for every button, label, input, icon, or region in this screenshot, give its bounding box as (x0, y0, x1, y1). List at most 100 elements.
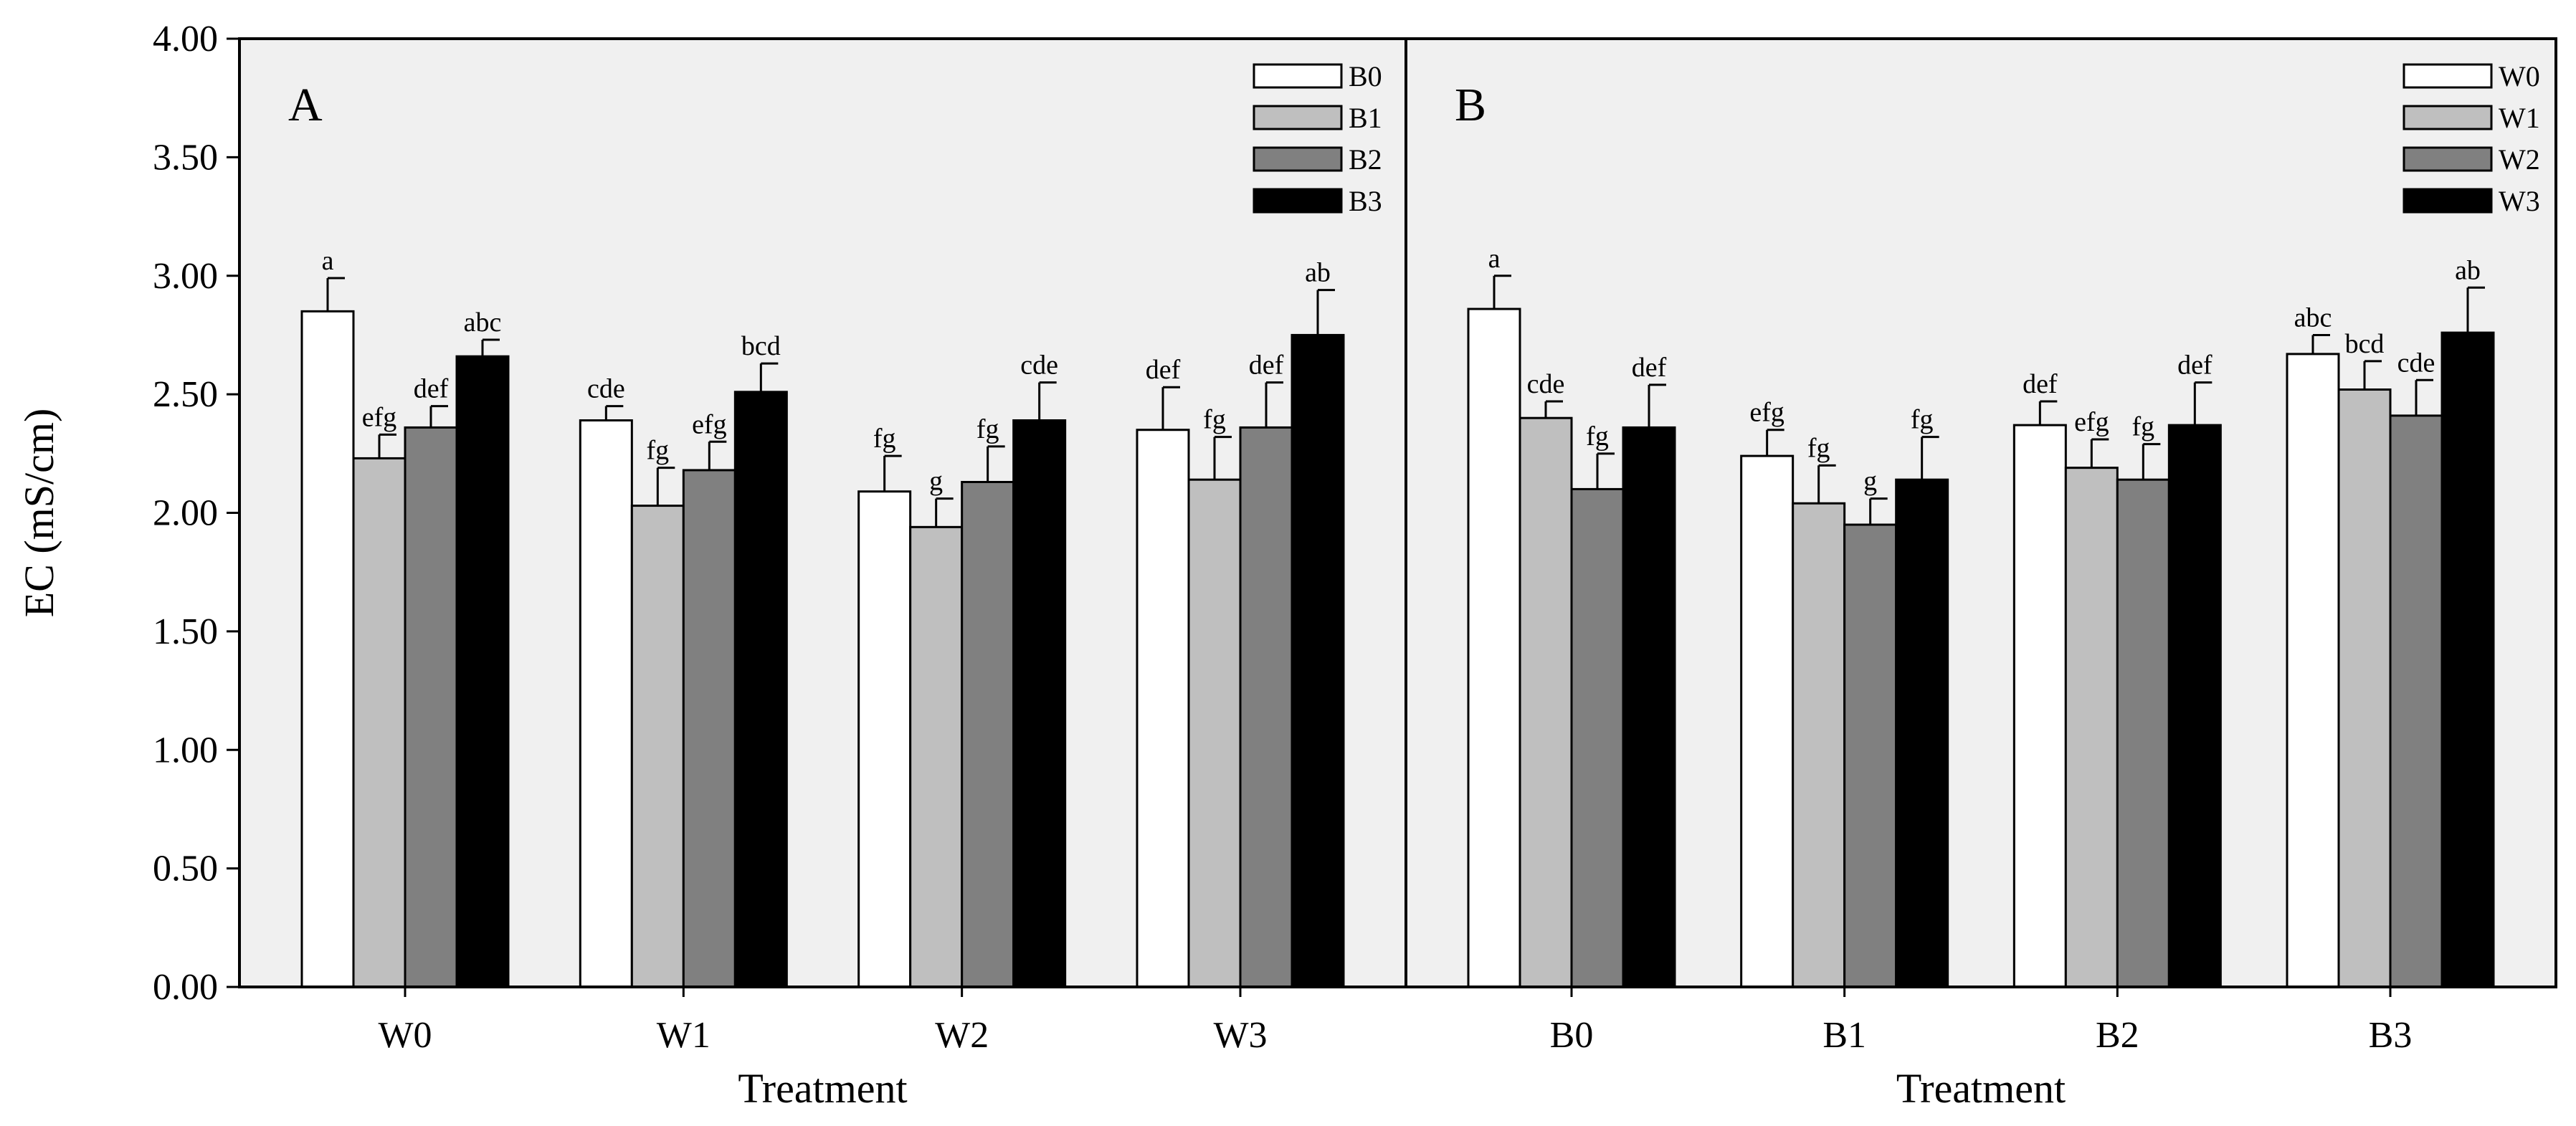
significance-label: def (2023, 369, 2058, 399)
x-tick-label: W0 (378, 1015, 432, 1056)
bar-b3-w0 (455, 355, 510, 988)
x-tick-label: W3 (1213, 1015, 1267, 1056)
significance-label: cde (1020, 350, 1058, 381)
bar-w1-b0 (1518, 416, 1573, 988)
legend-label: B2 (1349, 143, 1382, 176)
significance-label: efg (692, 409, 727, 439)
bar-w3-b3 (2440, 331, 2495, 988)
x-tick-label: B1 (1822, 1015, 1866, 1056)
significance-label: def (1249, 350, 1284, 381)
y-tick-label: 2.00 (153, 493, 218, 534)
y-tick-label: 2.50 (153, 374, 218, 415)
legend-label: W2 (2499, 143, 2540, 176)
bar-w0-b2 (2012, 424, 2067, 988)
significance-label: cde (2397, 348, 2435, 378)
bar-w3-b2 (2167, 424, 2222, 988)
plot-frame (1405, 37, 2557, 988)
y-tick-label: 0.50 (153, 849, 218, 889)
legend-label: B0 (1349, 60, 1382, 92)
significance-label: a (1488, 244, 1501, 274)
significance-label: fg (647, 436, 670, 466)
x-tick-label: W1 (657, 1015, 710, 1056)
bar-w0-b3 (2286, 353, 2340, 988)
bar-b2-w0 (404, 426, 458, 988)
panel-letter: B (1455, 79, 1486, 131)
bar-b0-w3 (1136, 429, 1190, 988)
legend: B0 B1 B2 B3 (1253, 60, 1382, 217)
significance-label: bcd (741, 331, 781, 361)
x-tick-label: B3 (2369, 1015, 2413, 1056)
bar-b1-w0 (352, 457, 407, 988)
bar-w0-b1 (1740, 454, 1795, 988)
bar-w2-b3 (2389, 414, 2443, 988)
legend-label: B3 (1349, 185, 1382, 217)
bar-b2-w1 (682, 469, 736, 988)
legend-swatch-b3 (1253, 188, 1343, 214)
bar-w1-b2 (2064, 467, 2119, 988)
significance-label: fg (976, 414, 999, 444)
legend-swatch-w3 (2402, 188, 2493, 214)
bar-w2-b2 (2116, 478, 2170, 988)
bar-b3-w1 (733, 391, 788, 988)
legend-swatch-b1 (1253, 105, 1343, 130)
y-tick-label: 3.50 (153, 137, 218, 178)
significance-label: abc (2294, 302, 2332, 333)
bar-w3-b1 (1895, 478, 1949, 988)
bar-b1-w2 (909, 525, 964, 988)
bar-b1-w1 (630, 505, 685, 988)
significance-label: fg (2132, 412, 2155, 442)
y-axis-title: EC (mS/cm) (16, 409, 62, 618)
significance-label: a (322, 246, 334, 276)
bar-b0-w1 (579, 419, 633, 988)
significance-label: bcd (2345, 329, 2385, 359)
significance-label: ab (1305, 258, 1331, 288)
significance-label: g (1863, 467, 1877, 497)
bar-w3-b0 (1622, 426, 1676, 988)
bar-b3-w3 (1291, 333, 1345, 988)
legend-swatch-w0 (2402, 63, 2493, 89)
bar-b0-w0 (300, 310, 355, 988)
panel-letter: A (288, 79, 323, 131)
significance-label: cde (1527, 369, 1565, 399)
legend-label: W3 (2499, 185, 2540, 217)
y-tick-label: 1.50 (153, 611, 218, 652)
legend-swatch-w2 (2402, 146, 2493, 172)
significance-label: fg (1807, 433, 1830, 463)
significance-label: ab (2455, 255, 2481, 285)
legend-swatch-b2 (1253, 146, 1343, 172)
legend: W0 W1 W2 W3 (2402, 60, 2540, 217)
x-axis-title: Treatment (1896, 1065, 2066, 1112)
significance-label: g (929, 467, 943, 497)
legend-label: W0 (2499, 60, 2540, 92)
chart-root: 0.00 0.50 1.00 1.50 2.00 2.50 3.00 3.50 4.00 EC (… (16, 19, 2557, 1112)
y-tick-label: 4.00 (153, 19, 218, 59)
panel-a: 0.00 0.50 1.00 1.50 2.00 2.50 3.00 3.50 4.00 EC (… (16, 19, 1407, 1112)
x-tick-label: B0 (1550, 1015, 1594, 1056)
y-tick-label: 0.00 (153, 967, 218, 1008)
significance-label: def (2177, 350, 2213, 381)
legend-label: W1 (2499, 102, 2540, 134)
significance-label: efg (2074, 407, 2109, 437)
bar-w1-b3 (2337, 388, 2392, 988)
legend-swatch-b0 (1253, 63, 1343, 89)
significance-label: def (1632, 353, 1667, 383)
significance-label: fg (1911, 405, 1934, 435)
bar-w1-b1 (1792, 502, 1846, 988)
bar-b3-w2 (1012, 419, 1067, 988)
bar-w0-b0 (1467, 307, 1521, 988)
significance-label: efg (362, 402, 397, 432)
significance-label: cde (587, 374, 625, 404)
legend-swatch-w1 (2402, 105, 2493, 130)
significance-label: efg (1749, 398, 1784, 428)
significance-label: fg (1203, 405, 1226, 435)
bar-b2-w2 (961, 481, 1015, 988)
significance-label: fg (1586, 421, 1609, 452)
x-axis-title: Treatment (738, 1065, 907, 1112)
y-tick-label: 1.00 (153, 730, 218, 770)
significance-label: fg (873, 424, 896, 454)
significance-label: def (414, 374, 449, 404)
y-tick-label: 3.00 (153, 256, 218, 297)
significance-label: abc (464, 307, 502, 338)
legend-label: B1 (1349, 102, 1382, 134)
